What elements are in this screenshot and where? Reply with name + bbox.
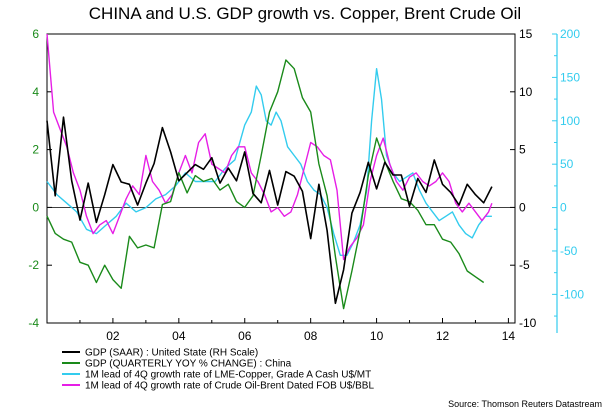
left-tick-label: -2 [28,258,39,272]
legend: GDP (SAAR) : United State (RH Scale)GDP … [62,348,374,392]
left-tick-label: 4 [32,85,39,99]
brent-oil-line [46,33,493,261]
x-tick-label: 02 [106,329,120,343]
legend-label: GDP (SAAR) : United State (RH Scale) [85,348,258,359]
x-tick-label: 08 [304,329,318,343]
x-tick-label: 14 [502,329,516,343]
plot-frame [46,33,516,324]
mid-tick-label: 15 [519,27,533,41]
source-note: Source: Thomson Reuters Datastream [448,399,602,409]
left-tick-label: -4 [28,316,39,330]
copper-line [46,67,492,257]
mid-tick-label: 5 [519,143,526,157]
x-tick-label: 04 [172,329,186,343]
x-tick-label: 12 [436,329,450,343]
x-tick-label: 06 [238,329,252,343]
right-tick-label: -100 [560,287,584,301]
right-tick-label: -50 [560,244,578,258]
left-tick-label: 0 [32,200,39,214]
mid-tick-label: -5 [519,258,530,272]
legend-label: GDP (QUARTERLY YOY % CHANGE) : China [85,359,292,370]
mid-tick-label: -10 [519,316,537,330]
chart-title: CHINA and U.S. GDP growth vs. Copper, Br… [88,4,522,23]
series-layer [46,33,493,310]
us-gdp-line [46,116,493,305]
x-tick-label: 10 [370,329,384,343]
right-tick-label: 200 [560,27,580,41]
mid-tick-label: 0 [519,200,526,214]
axes-layer: 02 04 06 08 10 12 14-4-20246-10-5051015-100-50… [28,27,584,343]
left-tick-label: 2 [32,143,39,157]
right-tick-label: 50 [560,157,574,171]
legend-label: 1M lead of 4Q growth rate of LME-Copper,… [85,370,371,381]
legend-label: 1M lead of 4Q growth rate of Crude Oil-B… [85,381,374,392]
right-tick-label: 0 [560,201,567,215]
mid-tick-label: 10 [519,85,533,99]
right-tick-label: 150 [560,70,580,84]
left-tick-label: 6 [32,27,39,41]
right-tick-label: 100 [560,114,580,128]
